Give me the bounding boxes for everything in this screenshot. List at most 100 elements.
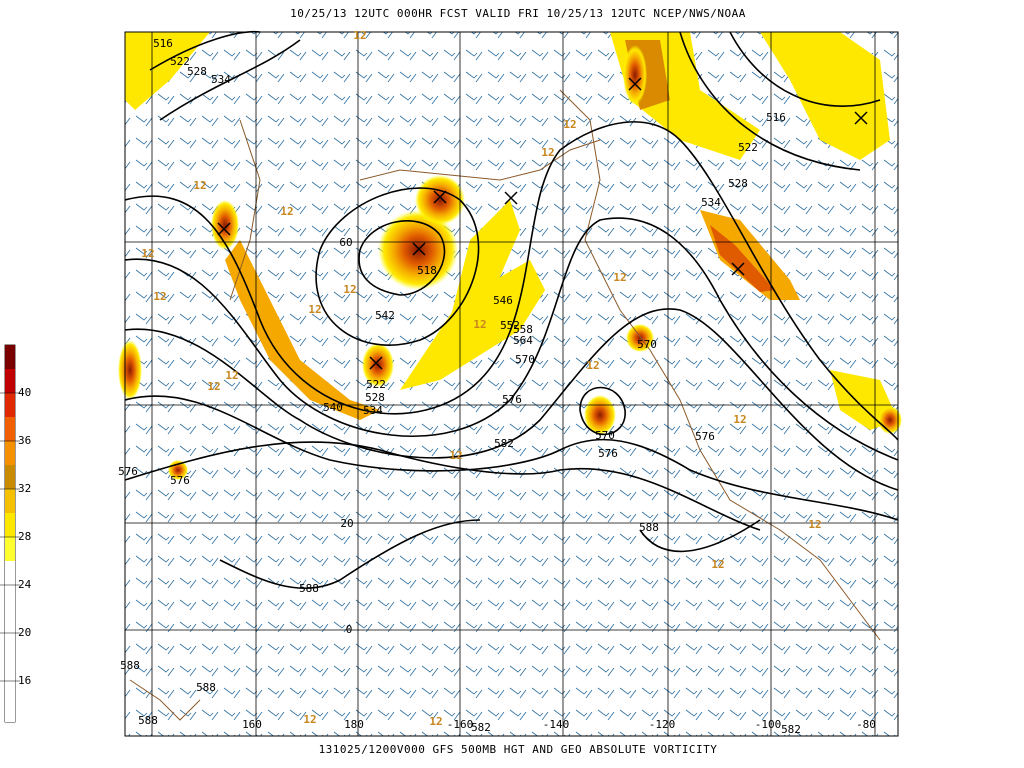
vorticity-area [118, 340, 142, 400]
coastline [559, 89, 881, 641]
vorticity-label: 12 [207, 380, 220, 393]
vorticity-label: 12 [586, 359, 599, 372]
colorbar-swatch [5, 489, 15, 513]
height-label: 534 [701, 196, 721, 209]
vorticity-area [415, 175, 465, 225]
height-label: 582 [471, 721, 491, 734]
vorticity-area [623, 45, 647, 105]
height-label: 546 [493, 294, 513, 307]
height-label: 570 [595, 429, 615, 442]
vorticity-label: 12 [308, 303, 321, 316]
vorticity-area [760, 32, 890, 160]
vorticity-label: 12 [343, 283, 356, 296]
colorbar-swatch [5, 513, 15, 537]
height-label: 582 [781, 723, 801, 736]
colorbar-swatch [5, 417, 15, 441]
latitude-label: 0 [346, 623, 353, 636]
vorticity-label: 12 [193, 179, 206, 192]
vorticity-label: 12 [280, 205, 293, 218]
colorbar-label: 24 [18, 578, 32, 591]
vorticity-label: 12 [429, 715, 442, 728]
vorticity-area [125, 32, 210, 110]
latitude-label: 60 [339, 236, 352, 249]
colorbar-swatch [5, 369, 15, 393]
height-label: 552 [500, 319, 520, 332]
height-label: 522 [738, 141, 758, 154]
vorticity-area [211, 200, 239, 250]
height-label: 528 [728, 177, 748, 190]
height-label: 540 [323, 401, 343, 414]
colorbar-label: 28 [18, 530, 31, 543]
vorticity-area [420, 200, 520, 360]
colorbar-label: 40 [18, 386, 31, 399]
height-label: 516 [766, 111, 786, 124]
vorticity-area [626, 324, 654, 352]
low-marker [217, 77, 868, 370]
vorticity-label: 12 [473, 318, 486, 331]
vorticity-label: 12 [153, 290, 166, 303]
coastline [359, 139, 601, 181]
vorticity-label: 12 [141, 247, 154, 260]
height-label: 516 [153, 37, 173, 50]
height-label: 528 [365, 391, 385, 404]
height-label: 542 [375, 309, 395, 322]
vorticity-label: 12 [541, 146, 554, 159]
colorbar-swatch [5, 537, 15, 561]
wind-barbs [125, 32, 898, 736]
vorticity-label: 12 [449, 449, 462, 462]
vorticity-label: 12 [225, 369, 238, 382]
longitude-label: -160 [447, 718, 474, 731]
height-contour [579, 386, 626, 436]
height-contour [124, 217, 899, 461]
colorbar-label: 20 [18, 626, 31, 639]
height-label: 522 [170, 55, 190, 68]
vorticity-shading [118, 32, 902, 480]
height-label: 582 [494, 437, 514, 450]
height-label: 576 [170, 474, 190, 487]
height-contour [124, 395, 899, 521]
vorticity-label: 12 [353, 29, 366, 42]
map-panel [118, 30, 902, 737]
height-label: 534 [211, 73, 231, 86]
vorticity-label: 12 [733, 413, 746, 426]
height-label: 558 [513, 323, 533, 336]
height-contour [219, 519, 761, 589]
height-label: 564 [513, 334, 533, 347]
height-label: 576 [695, 430, 715, 443]
height-contour [679, 31, 881, 171]
height-label: 522 [366, 378, 386, 391]
colorbar-swatch [5, 441, 15, 465]
height-label: 518 [417, 264, 437, 277]
vorticity-area [400, 260, 545, 390]
map-frame [124, 31, 899, 737]
low-centers [217, 77, 868, 370]
height-contour [124, 441, 761, 531]
longitude-label: 160 [242, 718, 262, 731]
height-contour [124, 308, 899, 491]
height-label: 588 [196, 681, 216, 694]
latitude-label: 20 [340, 517, 353, 530]
height-label: 588 [299, 582, 319, 595]
colorbar-label: 36 [18, 434, 31, 447]
height-label: 528 [187, 65, 207, 78]
colorbar-swatch [5, 393, 15, 417]
colorbar-label: 32 [18, 482, 31, 495]
footer-caption: 131025/1200V000 GFS 500MB HGT AND GEO AB… [319, 743, 718, 756]
vorticity-label: 12 [808, 518, 821, 531]
height-contour [315, 187, 480, 346]
height-contour [358, 220, 446, 296]
colorbar-swatch [5, 345, 15, 369]
height-label: 570 [637, 338, 657, 351]
longitude-label: -140 [543, 718, 570, 731]
height-label: 588 [120, 659, 140, 672]
height-contours [124, 30, 899, 589]
height-label: 576 [502, 393, 522, 406]
coastlines [129, 89, 881, 721]
height-label: 576 [598, 447, 618, 460]
colorbar-swatch [5, 465, 15, 489]
height-label: 588 [138, 714, 158, 727]
longitude-label: 180 [344, 718, 364, 731]
longitude-label: -100 [755, 718, 782, 731]
